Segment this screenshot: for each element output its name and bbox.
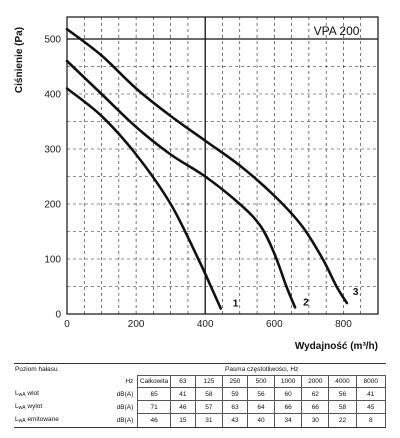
- x-axis-title: Wydajność (m³/h): [295, 341, 378, 352]
- x-axis-ticks: 0 200 400 600 800: [64, 319, 352, 330]
- table-cell: 58: [194, 387, 223, 401]
- table-cell: 30: [301, 413, 330, 428]
- table-cell: 64: [246, 400, 276, 414]
- frequency-column-header: Całkowita: [137, 375, 171, 388]
- table-cell: 22: [328, 413, 357, 428]
- table-row: LwA wlot dB(A) 65 41 58 59 56 60 62 56 41: [14, 387, 387, 401]
- table-cell: 71: [137, 400, 171, 414]
- x-tick-label: 800: [335, 319, 352, 330]
- series-label-2: 2: [303, 297, 309, 308]
- frequency-column-header: 4000: [328, 375, 357, 388]
- frequency-header-row: Hz Całkowita 63 125 250 500 1000 2000 4000 8000: [14, 375, 387, 388]
- row-label: LwA wylot: [15, 402, 43, 411]
- table-cell: 62: [301, 387, 330, 401]
- series-line-2: [65, 59, 297, 309]
- frequency-column-header: 8000: [355, 375, 387, 388]
- series-label-1: 1: [233, 299, 239, 310]
- table-cell: 66: [301, 400, 330, 414]
- chart-title: VPA 200: [314, 24, 360, 38]
- y-axis-title: Ciśnienie (Pa): [14, 27, 25, 93]
- frequency-column-header: 250: [221, 375, 248, 388]
- row-unit: dB(A): [116, 403, 134, 411]
- hz-label: Hz: [125, 378, 134, 385]
- x-tick-label: 200: [128, 319, 145, 330]
- row-unit: dB(A): [79, 413, 138, 428]
- plot-frame: [66, 16, 379, 315]
- row-label: LwA wlot: [15, 389, 39, 398]
- table-cell: 41: [169, 387, 196, 401]
- chart-series: 1 2 3: [65, 27, 359, 310]
- frequency-column-header: 1000: [274, 375, 303, 388]
- table-header-label: Poziom hałasu: [14, 363, 80, 376]
- x-tick-label: 400: [197, 319, 214, 330]
- row-unit: dB(A): [116, 390, 134, 398]
- table-cell: 66: [274, 400, 303, 414]
- table-cell: 31: [194, 413, 223, 428]
- table-cell: 46: [169, 400, 196, 414]
- noise-level-table: Poziom hałasu Pasma częstotliwości, Hz H…: [14, 363, 387, 428]
- series-line-3: [65, 27, 349, 305]
- table-cell: 46: [137, 413, 171, 428]
- frequency-column-header: 125: [194, 375, 223, 388]
- table-cell: 45: [355, 400, 387, 414]
- y-tick-label: 200: [44, 200, 61, 211]
- table-cell: 15: [169, 413, 196, 428]
- table-cell: 60: [274, 387, 303, 401]
- table-cell: 65: [137, 387, 171, 401]
- table-cell: 41: [355, 387, 387, 401]
- table-cell: 34: [274, 413, 303, 428]
- table-cell: 58: [328, 400, 357, 414]
- table-row: LwA emitowane dB(A) 46 15 31 43 40 34 30 22 8: [14, 413, 387, 428]
- x-tick-label: 0: [64, 319, 70, 330]
- y-tick-label: 400: [44, 90, 61, 101]
- row-label: LwA emitowane: [14, 413, 80, 428]
- y-tick-label: 500: [44, 35, 61, 46]
- chart-grid: [67, 17, 378, 314]
- y-tick-label: 0: [55, 310, 61, 321]
- table-row: LwA wylot dB(A) 71 46 57 63 64 66 66 58 45: [14, 400, 387, 414]
- series-label-3: 3: [353, 287, 359, 298]
- y-axis-ticks: 0 100 200 300 400 500: [44, 35, 61, 321]
- table-cell: 57: [194, 400, 223, 414]
- frequency-column-header: 2000: [301, 375, 330, 388]
- table-cell: 43: [221, 413, 248, 428]
- x-tick-label: 600: [266, 319, 283, 330]
- table-cell: 59: [221, 387, 248, 401]
- table-cell: 56: [328, 387, 357, 401]
- table-cell: 63: [221, 400, 248, 414]
- frequency-column-header: 63: [169, 375, 196, 388]
- table-cell: 8: [355, 413, 387, 428]
- y-tick-label: 100: [44, 255, 61, 266]
- series-line-1: [65, 87, 223, 310]
- frequency-column-header: 500: [246, 375, 276, 388]
- y-tick-label: 300: [44, 145, 61, 156]
- table-cell: 56: [246, 387, 276, 401]
- table-cell: 40: [246, 413, 276, 428]
- pressure-flow-chart: VPA 200 0 200 400 600 800 0 100 200 300 400 500 1…: [14, 16, 379, 352]
- band-title: Pasma częstotliwości, Hz: [137, 363, 386, 376]
